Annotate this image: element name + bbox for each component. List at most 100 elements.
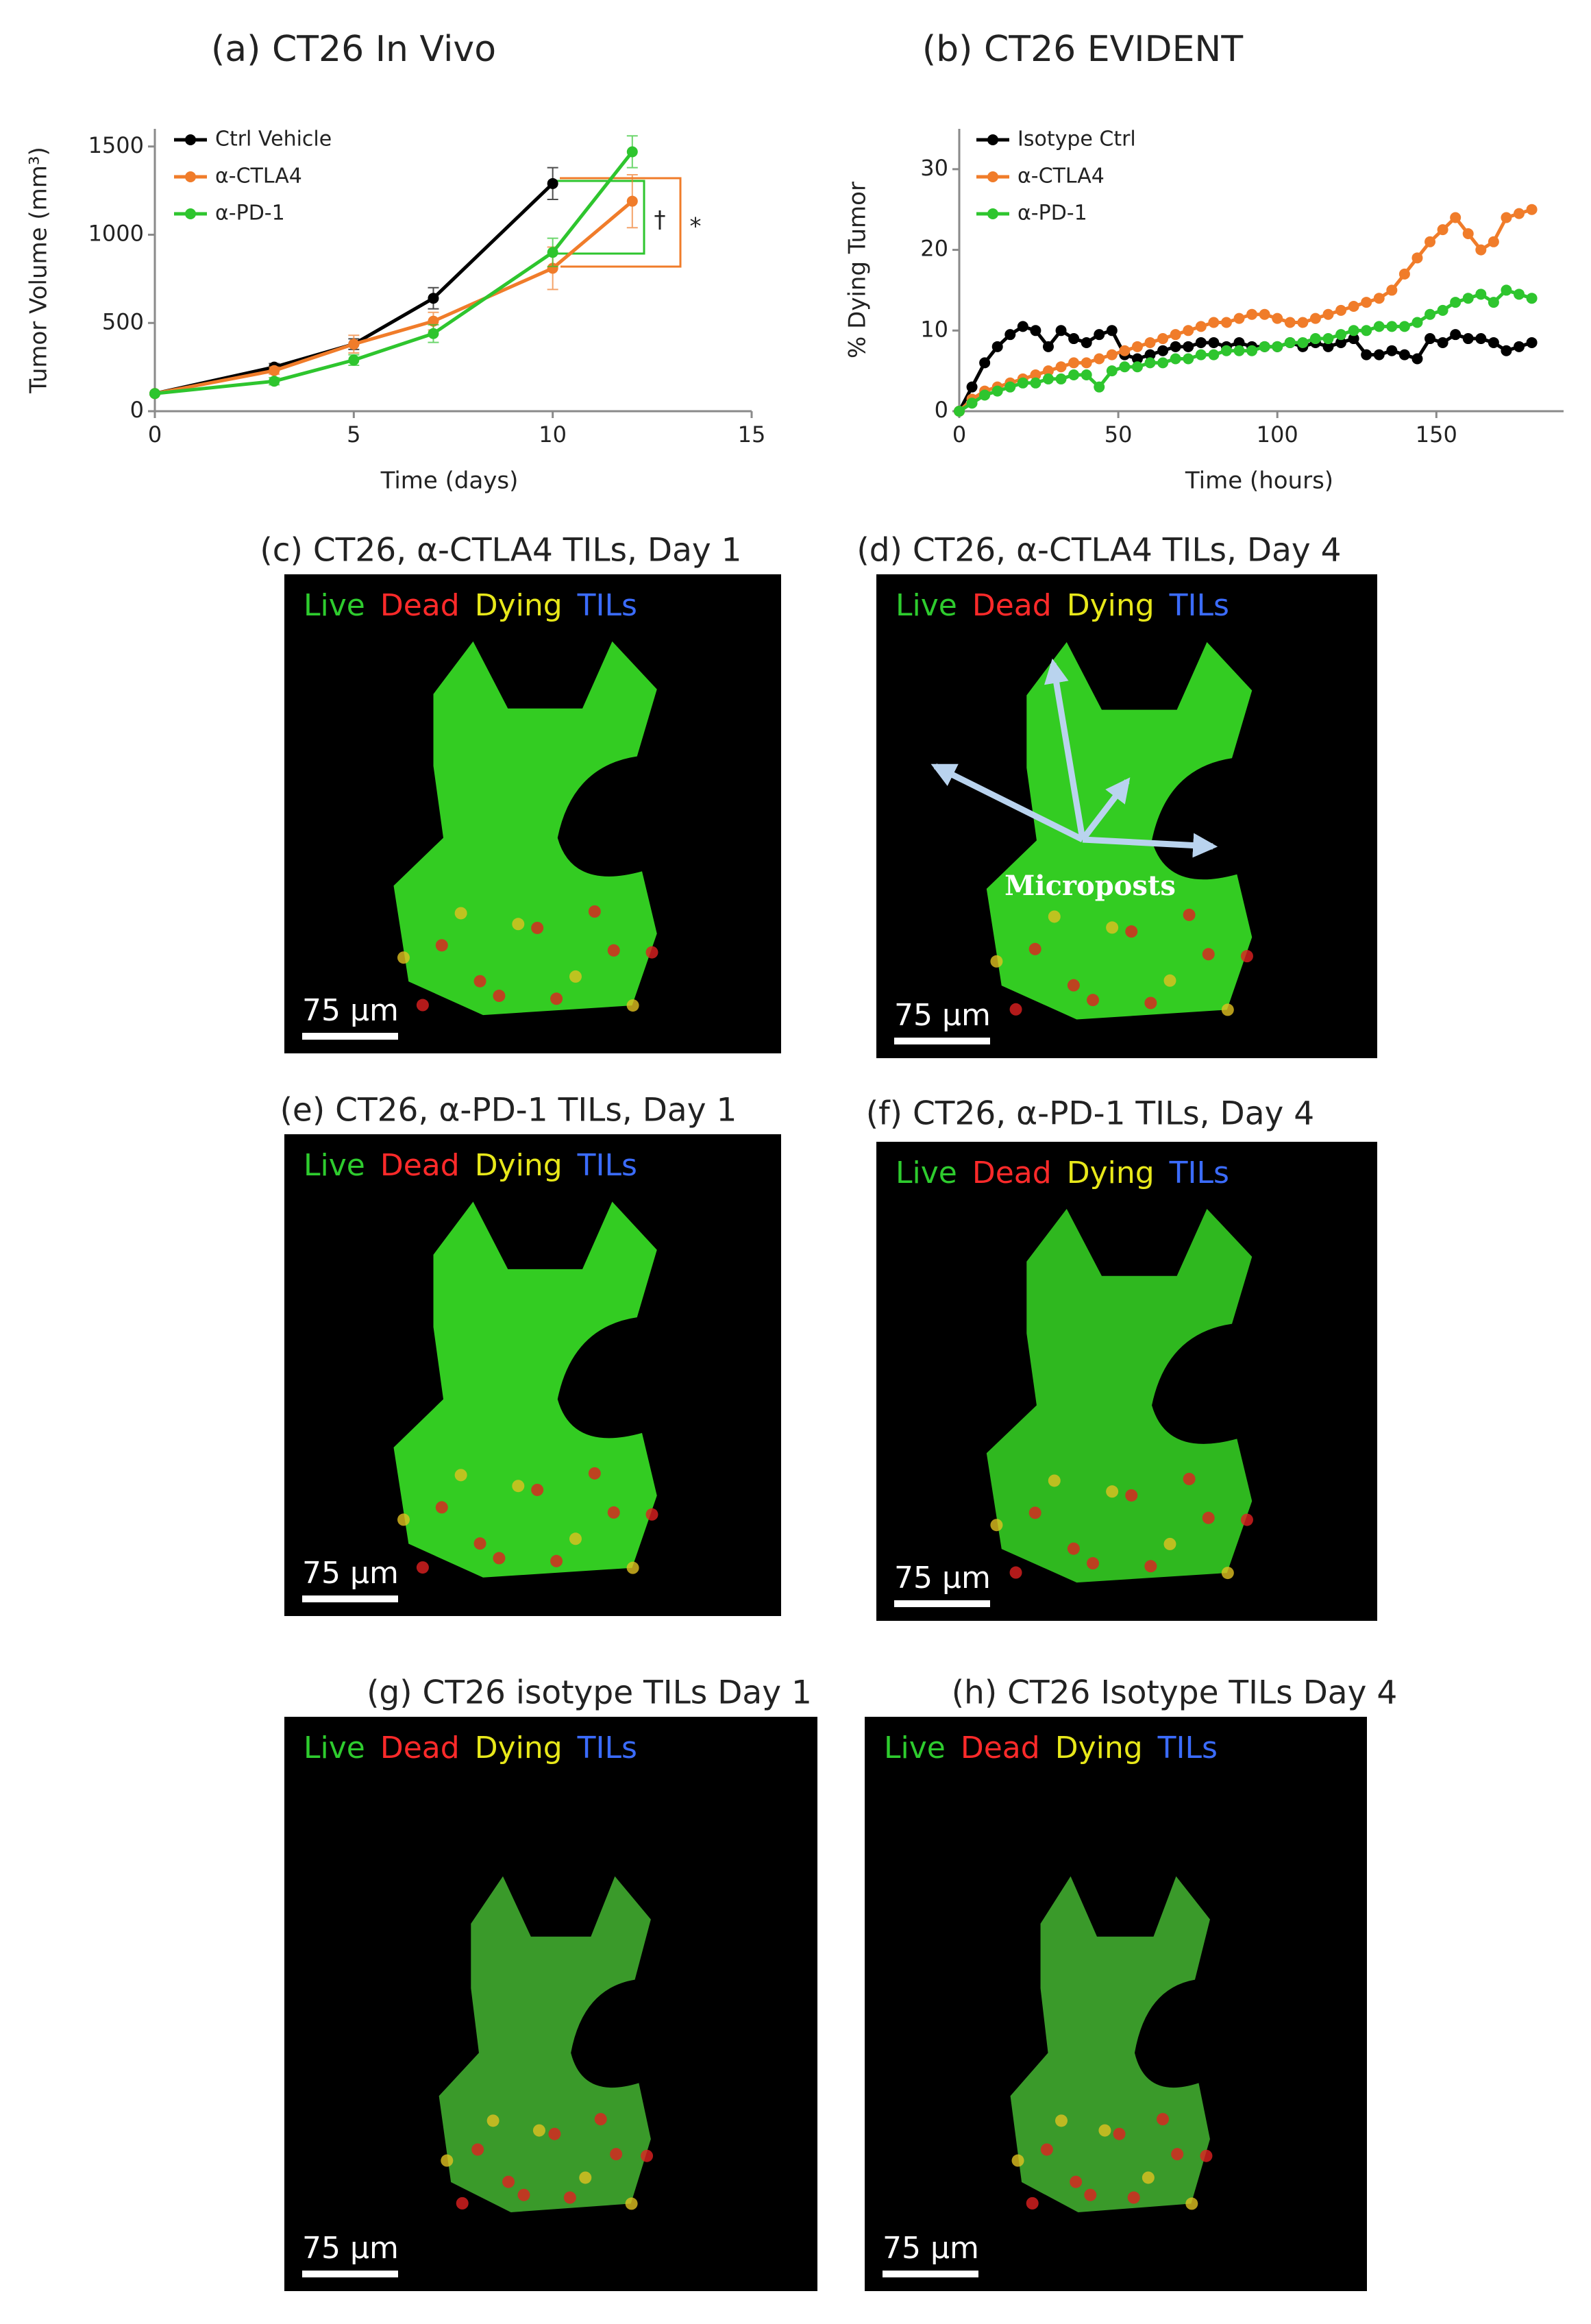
annotation: † <box>654 206 666 234</box>
marker <box>1208 349 1220 360</box>
marker <box>1297 337 1309 348</box>
marker <box>1017 377 1028 389</box>
cell <box>1200 2149 1213 2162</box>
channel-legend: Live Dead Dying TILs <box>896 588 1229 623</box>
marker <box>1348 333 1359 345</box>
marker <box>1361 349 1372 360</box>
marker <box>1462 228 1474 240</box>
channel-label: Dead <box>961 1730 1040 1765</box>
chart-title: (b) CT26 EVIDENT <box>922 29 1243 70</box>
channel-label: Live <box>884 1730 946 1765</box>
cell <box>397 951 410 964</box>
cell <box>1125 1489 1138 1502</box>
channel-label: TILs <box>577 1730 637 1765</box>
x-tick-label: 5 <box>347 421 360 448</box>
cell <box>607 1506 620 1519</box>
cell <box>416 1561 429 1574</box>
cell <box>1028 1506 1041 1519</box>
marker <box>1030 377 1041 389</box>
marker <box>547 262 558 274</box>
marker <box>428 328 439 339</box>
channel-label: Live <box>304 1148 365 1183</box>
tumor <box>393 641 657 1016</box>
cell <box>486 2114 500 2127</box>
cell <box>1221 1003 1234 1016</box>
cell <box>454 907 467 920</box>
marker <box>1514 341 1525 352</box>
cell <box>645 946 658 959</box>
panel-title: (f) CT26, α-PD-1 TILs, Day 4 <box>866 1095 1314 1133</box>
marker <box>1272 341 1283 352</box>
marker <box>1348 325 1359 337</box>
marker <box>1068 369 1080 381</box>
marker <box>1094 381 1105 393</box>
cell <box>550 1554 563 1567</box>
cell <box>1127 2191 1140 2204</box>
cell <box>1202 1511 1215 1524</box>
cell <box>441 2154 454 2167</box>
cell <box>512 918 525 931</box>
micrograph: Live Dead Dying TILs 75 µm <box>284 1717 817 2291</box>
cell <box>1183 908 1196 921</box>
significance-brackets: † * <box>552 177 702 268</box>
marker <box>1017 321 1028 332</box>
panel-title: (e) CT26, α-PD-1 TILs, Day 1 <box>280 1092 737 1129</box>
scale-bar-label: 75 µm <box>302 1556 399 1591</box>
channel-label: Dead <box>380 1730 460 1765</box>
panel-title: (g) CT26 isotype TILs Day 1 <box>367 1674 812 1712</box>
marker <box>1119 361 1131 373</box>
marker <box>966 397 978 409</box>
marker <box>1450 329 1462 341</box>
marker <box>1475 244 1487 256</box>
marker <box>1195 337 1207 348</box>
marker <box>1322 341 1334 352</box>
y-tick-label: 20 <box>920 236 948 262</box>
marker <box>1411 252 1423 264</box>
marker <box>1526 204 1538 215</box>
cell <box>1240 1513 1253 1526</box>
tumor <box>439 1876 651 2212</box>
legend-label: α-CTLA4 <box>1018 164 1105 188</box>
x-tick-label: 0 <box>148 421 162 448</box>
marker <box>1068 357 1080 369</box>
y-tick-label: 500 <box>102 308 144 334</box>
marker <box>1170 329 1181 341</box>
marker <box>1411 317 1423 328</box>
marker <box>1437 304 1448 316</box>
micrograph: Live Dead Dying TILs 75 µm <box>284 1134 781 1616</box>
cell <box>990 955 1003 968</box>
marker <box>1437 224 1448 236</box>
marker <box>1170 341 1181 352</box>
cell <box>1163 1537 1176 1550</box>
cell <box>1202 948 1215 961</box>
marker <box>1475 333 1487 345</box>
channel-label: Dead <box>972 588 1052 623</box>
x-axis-label: Time (hours) <box>1185 467 1333 495</box>
marker <box>1246 308 1258 320</box>
cell <box>1144 996 1157 1010</box>
marker <box>1386 284 1398 296</box>
channel-label: Dying <box>475 1148 563 1183</box>
scale-bar <box>894 1600 990 1607</box>
marker <box>1106 349 1118 360</box>
marker <box>1144 337 1156 348</box>
micrograph: Live Dead Dying TILs 75 µm <box>876 574 1377 1058</box>
cell <box>473 975 486 988</box>
marker <box>1068 333 1080 345</box>
channel-label: TILs <box>1169 588 1229 623</box>
panel-title: (h) CT26 Isotype TILs Day 4 <box>952 1674 1398 1712</box>
marker <box>1157 333 1169 345</box>
series-line <box>958 208 1533 413</box>
marker <box>966 381 978 393</box>
legend-marker <box>987 208 998 219</box>
marker <box>1335 337 1347 348</box>
cell <box>626 999 639 1012</box>
marker <box>1030 325 1041 337</box>
marker <box>1373 293 1385 304</box>
channel-label: Live <box>896 588 957 623</box>
micrograph: Live Dead Dying TILs 75 µm <box>865 1717 1367 2291</box>
marker <box>1475 289 1487 300</box>
marker <box>348 339 360 350</box>
cell <box>569 970 582 983</box>
annotation: Microposts <box>1004 870 1176 902</box>
